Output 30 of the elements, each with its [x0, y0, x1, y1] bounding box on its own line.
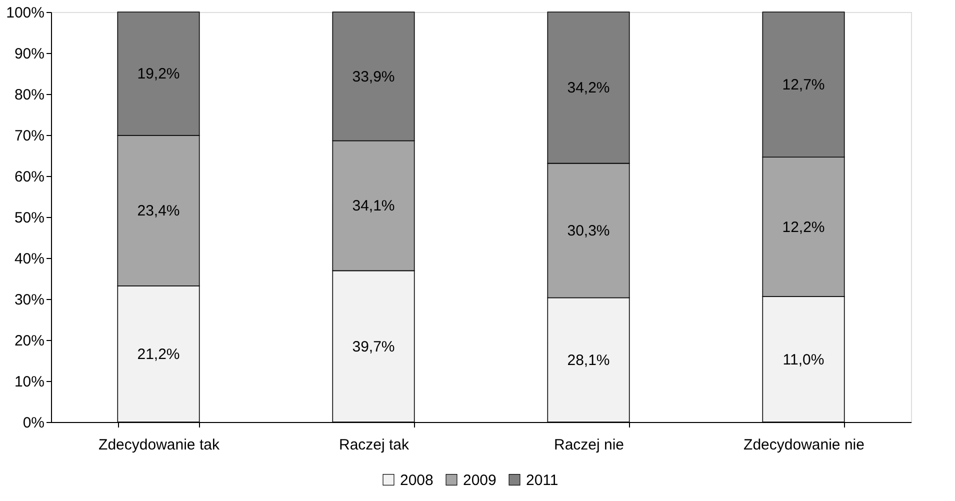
- annotation: 28,1%: [567, 352, 610, 369]
- y-tick-label: 30%: [14, 292, 44, 308]
- x-tick-label: Zdecydowanie nie: [744, 436, 864, 454]
- y-tick-label: 70%: [14, 128, 44, 144]
- y-tick-label: 90%: [14, 46, 44, 62]
- x-tick-label: Raczej tak: [338, 436, 410, 454]
- annotation: 19,2%: [137, 66, 180, 83]
- y-tick-label: 40%: [14, 250, 44, 268]
- y-tick-label: 50%: [14, 210, 44, 226]
- y-tick-label: 100%: [6, 4, 44, 22]
- annotation: 23,4%: [137, 202, 180, 220]
- annotation: 12,2%: [782, 218, 825, 236]
- annotation: 33,9%: [352, 68, 395, 86]
- y-tick-label: 0%: [22, 414, 44, 432]
- annotation: 30,3%: [567, 222, 610, 240]
- x-tick-label: Raczej nie: [554, 436, 624, 454]
- annotation: 21,2%: [137, 346, 180, 363]
- annotation: 39,7%: [352, 338, 395, 356]
- legend-label: 2011: [526, 472, 558, 489]
- annotation: 12,7%: [782, 76, 825, 94]
- legend-label: 2008: [400, 472, 434, 489]
- x-tick-label: Zdecydowanie tak: [98, 436, 220, 454]
- legend-label: 2009: [463, 472, 496, 489]
- y-tick-label: 60%: [14, 168, 44, 186]
- annotation: 34,1%: [352, 198, 395, 215]
- annotation: 11,0%: [782, 351, 824, 368]
- y-tick-label: 80%: [14, 86, 44, 104]
- y-tick-label: 20%: [14, 332, 44, 350]
- y-tick-label: 10%: [14, 374, 44, 390]
- annotation: 34,2%: [567, 80, 610, 97]
